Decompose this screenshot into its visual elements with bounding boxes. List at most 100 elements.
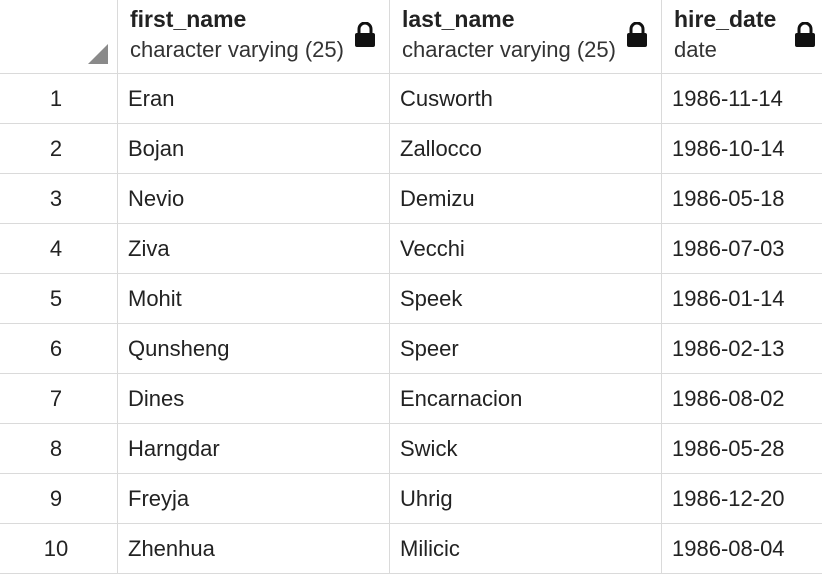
first-name-cell[interactable]: Dines — [118, 374, 390, 423]
cell-value: Milicic — [400, 536, 460, 561]
row-number: 3 — [49, 186, 63, 211]
first-name-cell[interactable]: Ziva — [118, 224, 390, 273]
last-name-cell[interactable]: Vecchi — [390, 224, 662, 273]
cell-value: Mohit — [128, 286, 182, 311]
column-type: character varying (25) — [402, 37, 616, 62]
cell-value: 1986-07-03 — [672, 236, 785, 261]
last-name-cell[interactable]: Encarnacion — [390, 374, 662, 423]
lock-icon — [795, 22, 815, 47]
row-number-cell[interactable]: 9 — [0, 474, 118, 523]
cell-value: Dines — [128, 386, 185, 411]
row-number: 2 — [49, 136, 63, 161]
last-name-cell[interactable]: Demizu — [390, 174, 662, 223]
hire-date-cell[interactable]: 1986-07-03 — [662, 224, 822, 273]
cell-value: Cusworth — [400, 86, 493, 111]
cell-value: 1986-12-20 — [672, 486, 785, 511]
hire-date-cell[interactable]: 1986-08-04 — [662, 524, 822, 573]
column-name: hire_date — [674, 6, 777, 32]
row-number: 7 — [49, 386, 63, 411]
table-row[interactable]: 6 Qunsheng Speer 1986-02-13 — [0, 324, 822, 374]
last-name-cell[interactable]: Speer — [390, 324, 662, 373]
hire-date-cell[interactable]: 1986-12-20 — [662, 474, 822, 523]
row-number: 6 — [49, 336, 63, 361]
cell-value: 1986-10-14 — [672, 136, 785, 161]
cell-value: Speer — [400, 336, 459, 361]
last-name-cell[interactable]: Speek — [390, 274, 662, 323]
row-number-header[interactable] — [0, 0, 118, 73]
lock-icon — [627, 22, 647, 47]
column-header-last-name[interactable]: last_name character varying (25) — [390, 0, 662, 73]
hire-date-cell[interactable]: 1986-10-14 — [662, 124, 822, 173]
first-name-cell[interactable]: Freyja — [118, 474, 390, 523]
hire-date-cell[interactable]: 1986-05-18 — [662, 174, 822, 223]
table-row[interactable]: 4 Ziva Vecchi 1986-07-03 — [0, 224, 822, 274]
table-row[interactable]: 7 Dines Encarnacion 1986-08-02 — [0, 374, 822, 424]
first-name-cell[interactable]: Harngdar — [118, 424, 390, 473]
cell-value: Encarnacion — [400, 386, 523, 411]
table-row[interactable]: 3 Nevio Demizu 1986-05-18 — [0, 174, 822, 224]
cell-value: Uhrig — [400, 486, 453, 511]
row-number: 5 — [49, 286, 63, 311]
hire-date-cell[interactable]: 1986-02-13 — [662, 324, 822, 373]
cell-value: Vecchi — [400, 236, 465, 261]
last-name-cell[interactable]: Milicic — [390, 524, 662, 573]
row-number: 8 — [49, 436, 63, 461]
first-name-cell[interactable]: Qunsheng — [118, 324, 390, 373]
table-row[interactable]: 2 Bojan Zallocco 1986-10-14 — [0, 124, 822, 174]
lock-icon — [355, 22, 375, 47]
hire-date-cell[interactable]: 1986-11-14 — [662, 74, 822, 123]
table-row[interactable]: 8 Harngdar Swick 1986-05-28 — [0, 424, 822, 474]
last-name-cell[interactable]: Zallocco — [390, 124, 662, 173]
cell-value: 1986-08-04 — [672, 536, 785, 561]
hire-date-cell[interactable]: 1986-08-02 — [662, 374, 822, 423]
cell-value: Qunsheng — [128, 336, 230, 361]
column-name: last_name — [402, 6, 515, 32]
column-header-first-name[interactable]: first_name character varying (25) — [118, 0, 390, 73]
row-number-cell[interactable]: 10 — [0, 524, 118, 573]
first-name-cell[interactable]: Zhenhua — [118, 524, 390, 573]
row-number-cell[interactable]: 3 — [0, 174, 118, 223]
select-all-corner-icon[interactable] — [88, 44, 108, 64]
first-name-cell[interactable]: Eran — [118, 74, 390, 123]
first-name-cell[interactable]: Nevio — [118, 174, 390, 223]
cell-value: 1986-05-18 — [672, 186, 785, 211]
row-number-cell[interactable]: 8 — [0, 424, 118, 473]
row-number: 9 — [49, 486, 63, 511]
first-name-cell[interactable]: Mohit — [118, 274, 390, 323]
table-row[interactable]: 9 Freyja Uhrig 1986-12-20 — [0, 474, 822, 524]
cell-value: Demizu — [400, 186, 475, 211]
column-header-hire-date[interactable]: hire_date date — [662, 0, 822, 73]
table-row[interactable]: 10 Zhenhua Milicic 1986-08-04 — [0, 524, 822, 574]
row-number-cell[interactable]: 7 — [0, 374, 118, 423]
row-number-cell[interactable]: 5 — [0, 274, 118, 323]
cell-value: Harngdar — [128, 436, 220, 461]
row-number-cell[interactable]: 6 — [0, 324, 118, 373]
cell-value: Speek — [400, 286, 463, 311]
cell-value: Eran — [128, 86, 175, 111]
column-type: date — [674, 37, 717, 62]
last-name-cell[interactable]: Uhrig — [390, 474, 662, 523]
row-number-cell[interactable]: 2 — [0, 124, 118, 173]
cell-value: Swick — [400, 436, 458, 461]
row-number: 4 — [49, 236, 63, 261]
cell-value: 1986-02-13 — [672, 336, 785, 361]
table-row[interactable]: 5 Mohit Speek 1986-01-14 — [0, 274, 822, 324]
column-name: first_name — [130, 6, 247, 32]
row-number: 1 — [49, 86, 63, 111]
cell-value: 1986-11-14 — [672, 86, 783, 111]
first-name-cell[interactable]: Bojan — [118, 124, 390, 173]
row-number: 10 — [43, 536, 69, 561]
grid-header: first_name character varying (25) last_n… — [0, 0, 822, 74]
last-name-cell[interactable]: Swick — [390, 424, 662, 473]
row-number-cell[interactable]: 4 — [0, 224, 118, 273]
hire-date-cell[interactable]: 1986-01-14 — [662, 274, 822, 323]
row-number-cell[interactable]: 1 — [0, 74, 118, 123]
cell-value: 1986-05-28 — [672, 436, 785, 461]
hire-date-cell[interactable]: 1986-05-28 — [662, 424, 822, 473]
cell-value: 1986-08-02 — [672, 386, 785, 411]
cell-value: Bojan — [128, 136, 185, 161]
last-name-cell[interactable]: Cusworth — [390, 74, 662, 123]
cell-value: Zallocco — [400, 136, 482, 161]
cell-value: 1986-01-14 — [672, 286, 785, 311]
table-row[interactable]: 1 Eran Cusworth 1986-11-14 — [0, 74, 822, 124]
